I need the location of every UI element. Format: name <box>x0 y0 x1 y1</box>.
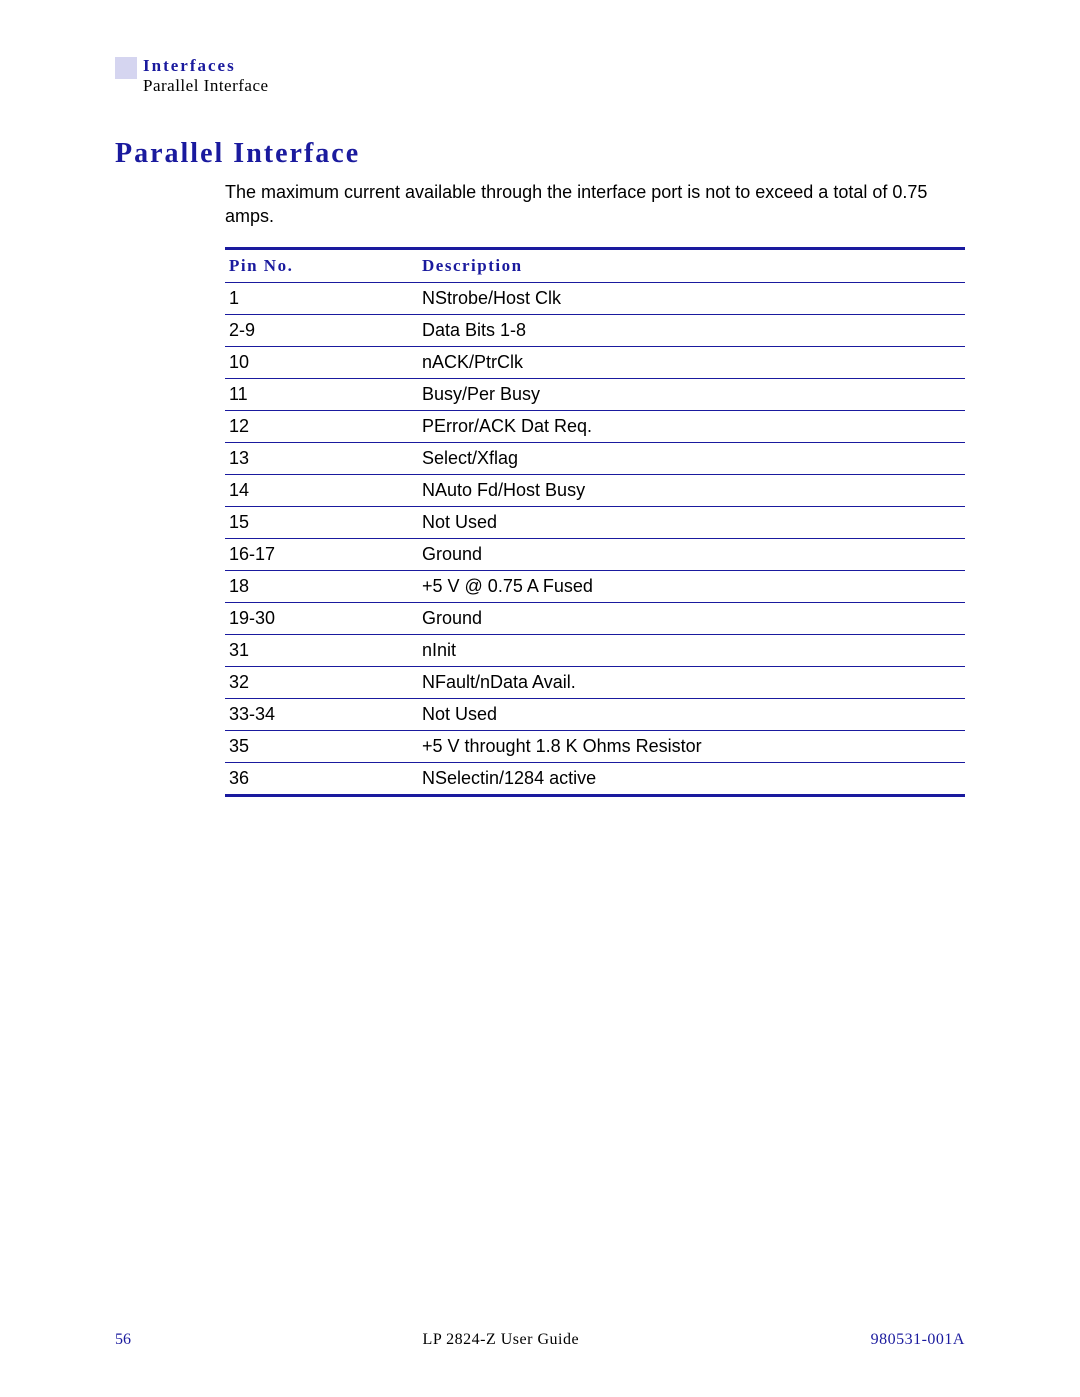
header-text: Interfaces Parallel Interface <box>143 56 269 96</box>
page-title: Parallel Interface <box>115 138 965 170</box>
cell-pin: 31 <box>225 634 418 666</box>
cell-desc: Busy/Per Busy <box>418 378 965 410</box>
cell-desc: Ground <box>418 538 965 570</box>
cell-pin: 1 <box>225 282 418 314</box>
table-row: 15Not Used <box>225 506 965 538</box>
cell-desc: Ground <box>418 602 965 634</box>
table-row: 12PError/ACK Dat Req. <box>225 410 965 442</box>
table-row: 18+5 V @ 0.75 A Fused <box>225 570 965 602</box>
cell-pin: 12 <box>225 410 418 442</box>
cell-pin: 10 <box>225 346 418 378</box>
page-footer: 56 LP 2824-Z User Guide 980531-001A <box>115 1331 965 1349</box>
cell-desc: NStrobe/Host Clk <box>418 282 965 314</box>
cell-desc: Data Bits 1-8 <box>418 314 965 346</box>
table-header-row: Pin No. Description <box>225 248 965 282</box>
cell-pin: 36 <box>225 762 418 795</box>
cell-pin: 2-9 <box>225 314 418 346</box>
table-row: 14NAuto Fd/Host Busy <box>225 474 965 506</box>
table-row: 13Select/Xflag <box>225 442 965 474</box>
header-square-icon <box>115 57 137 79</box>
cell-desc: nInit <box>418 634 965 666</box>
page-content: Interfaces Parallel Interface Parallel I… <box>0 0 1080 797</box>
cell-pin: 16-17 <box>225 538 418 570</box>
cell-desc: NSelectin/1284 active <box>418 762 965 795</box>
col-header-pin: Pin No. <box>225 248 418 282</box>
header-subsection: Parallel Interface <box>143 76 269 96</box>
table-row: 35+5 V throught 1.8 K Ohms Resistor <box>225 730 965 762</box>
intro-paragraph: The maximum current available through th… <box>225 180 965 229</box>
table-row: 32NFault/nData Avail. <box>225 666 965 698</box>
cell-desc: Not Used <box>418 506 965 538</box>
cell-pin: 32 <box>225 666 418 698</box>
col-header-desc: Description <box>418 248 965 282</box>
cell-pin: 18 <box>225 570 418 602</box>
table-row: 36NSelectin/1284 active <box>225 762 965 795</box>
cell-desc: NAuto Fd/Host Busy <box>418 474 965 506</box>
cell-pin: 15 <box>225 506 418 538</box>
cell-desc: NFault/nData Avail. <box>418 666 965 698</box>
footer-doc-id: 980531-001A <box>871 1331 965 1349</box>
table-row: 2-9Data Bits 1-8 <box>225 314 965 346</box>
footer-doc-title: LP 2824-Z User Guide <box>423 1331 580 1349</box>
table-row: 19-30Ground <box>225 602 965 634</box>
table-row: 33-34Not Used <box>225 698 965 730</box>
header-section: Interfaces <box>143 56 269 76</box>
cell-pin: 19-30 <box>225 602 418 634</box>
cell-pin: 35 <box>225 730 418 762</box>
table-row: 10nACK/PtrClk <box>225 346 965 378</box>
cell-desc: +5 V @ 0.75 A Fused <box>418 570 965 602</box>
running-header: Interfaces Parallel Interface <box>115 56 965 96</box>
table-row: 16-17Ground <box>225 538 965 570</box>
cell-desc: +5 V throught 1.8 K Ohms Resistor <box>418 730 965 762</box>
cell-pin: 13 <box>225 442 418 474</box>
table-row: 31nInit <box>225 634 965 666</box>
cell-pin: 14 <box>225 474 418 506</box>
cell-desc: nACK/PtrClk <box>418 346 965 378</box>
cell-desc: Not Used <box>418 698 965 730</box>
cell-desc: PError/ACK Dat Req. <box>418 410 965 442</box>
cell-pin: 33-34 <box>225 698 418 730</box>
cell-desc: Select/Xflag <box>418 442 965 474</box>
pin-table: Pin No. Description 1NStrobe/Host Clk2-9… <box>225 247 965 797</box>
cell-pin: 11 <box>225 378 418 410</box>
footer-page-number: 56 <box>115 1331 131 1349</box>
table-row: 11Busy/Per Busy <box>225 378 965 410</box>
table-row: 1NStrobe/Host Clk <box>225 282 965 314</box>
